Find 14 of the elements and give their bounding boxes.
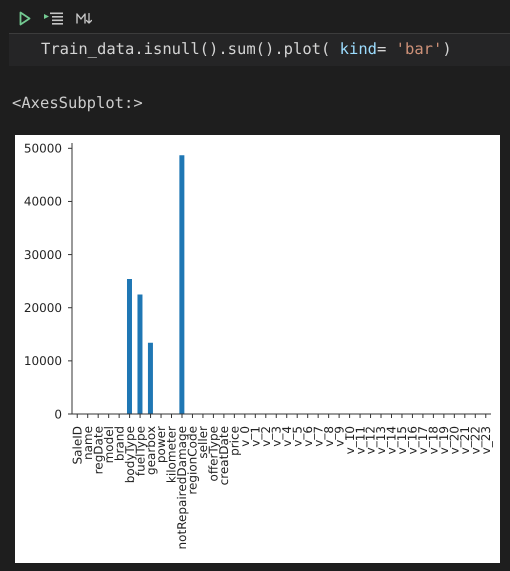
bar bbox=[179, 155, 184, 414]
y-tick-label: 30000 bbox=[24, 248, 62, 262]
y-tick-label: 40000 bbox=[24, 194, 62, 209]
y-tick-label: 20000 bbox=[24, 300, 62, 315]
y-tick-label: 10000 bbox=[24, 354, 62, 368]
text: <AxesSubplot:> bbox=[12, 93, 143, 113]
bar bbox=[126, 279, 132, 414]
y-tick-label: 50000 bbox=[24, 142, 62, 156]
x-tick-label: power bbox=[154, 426, 168, 464]
text: Train_data.isnull().sum().plot( kind= 'bar') bbox=[41, 40, 452, 58]
y-tick-label: 0 bbox=[54, 407, 62, 422]
bar bbox=[137, 294, 142, 414]
bar bbox=[148, 342, 153, 414]
x-tick-label: offerType bbox=[206, 426, 221, 482]
